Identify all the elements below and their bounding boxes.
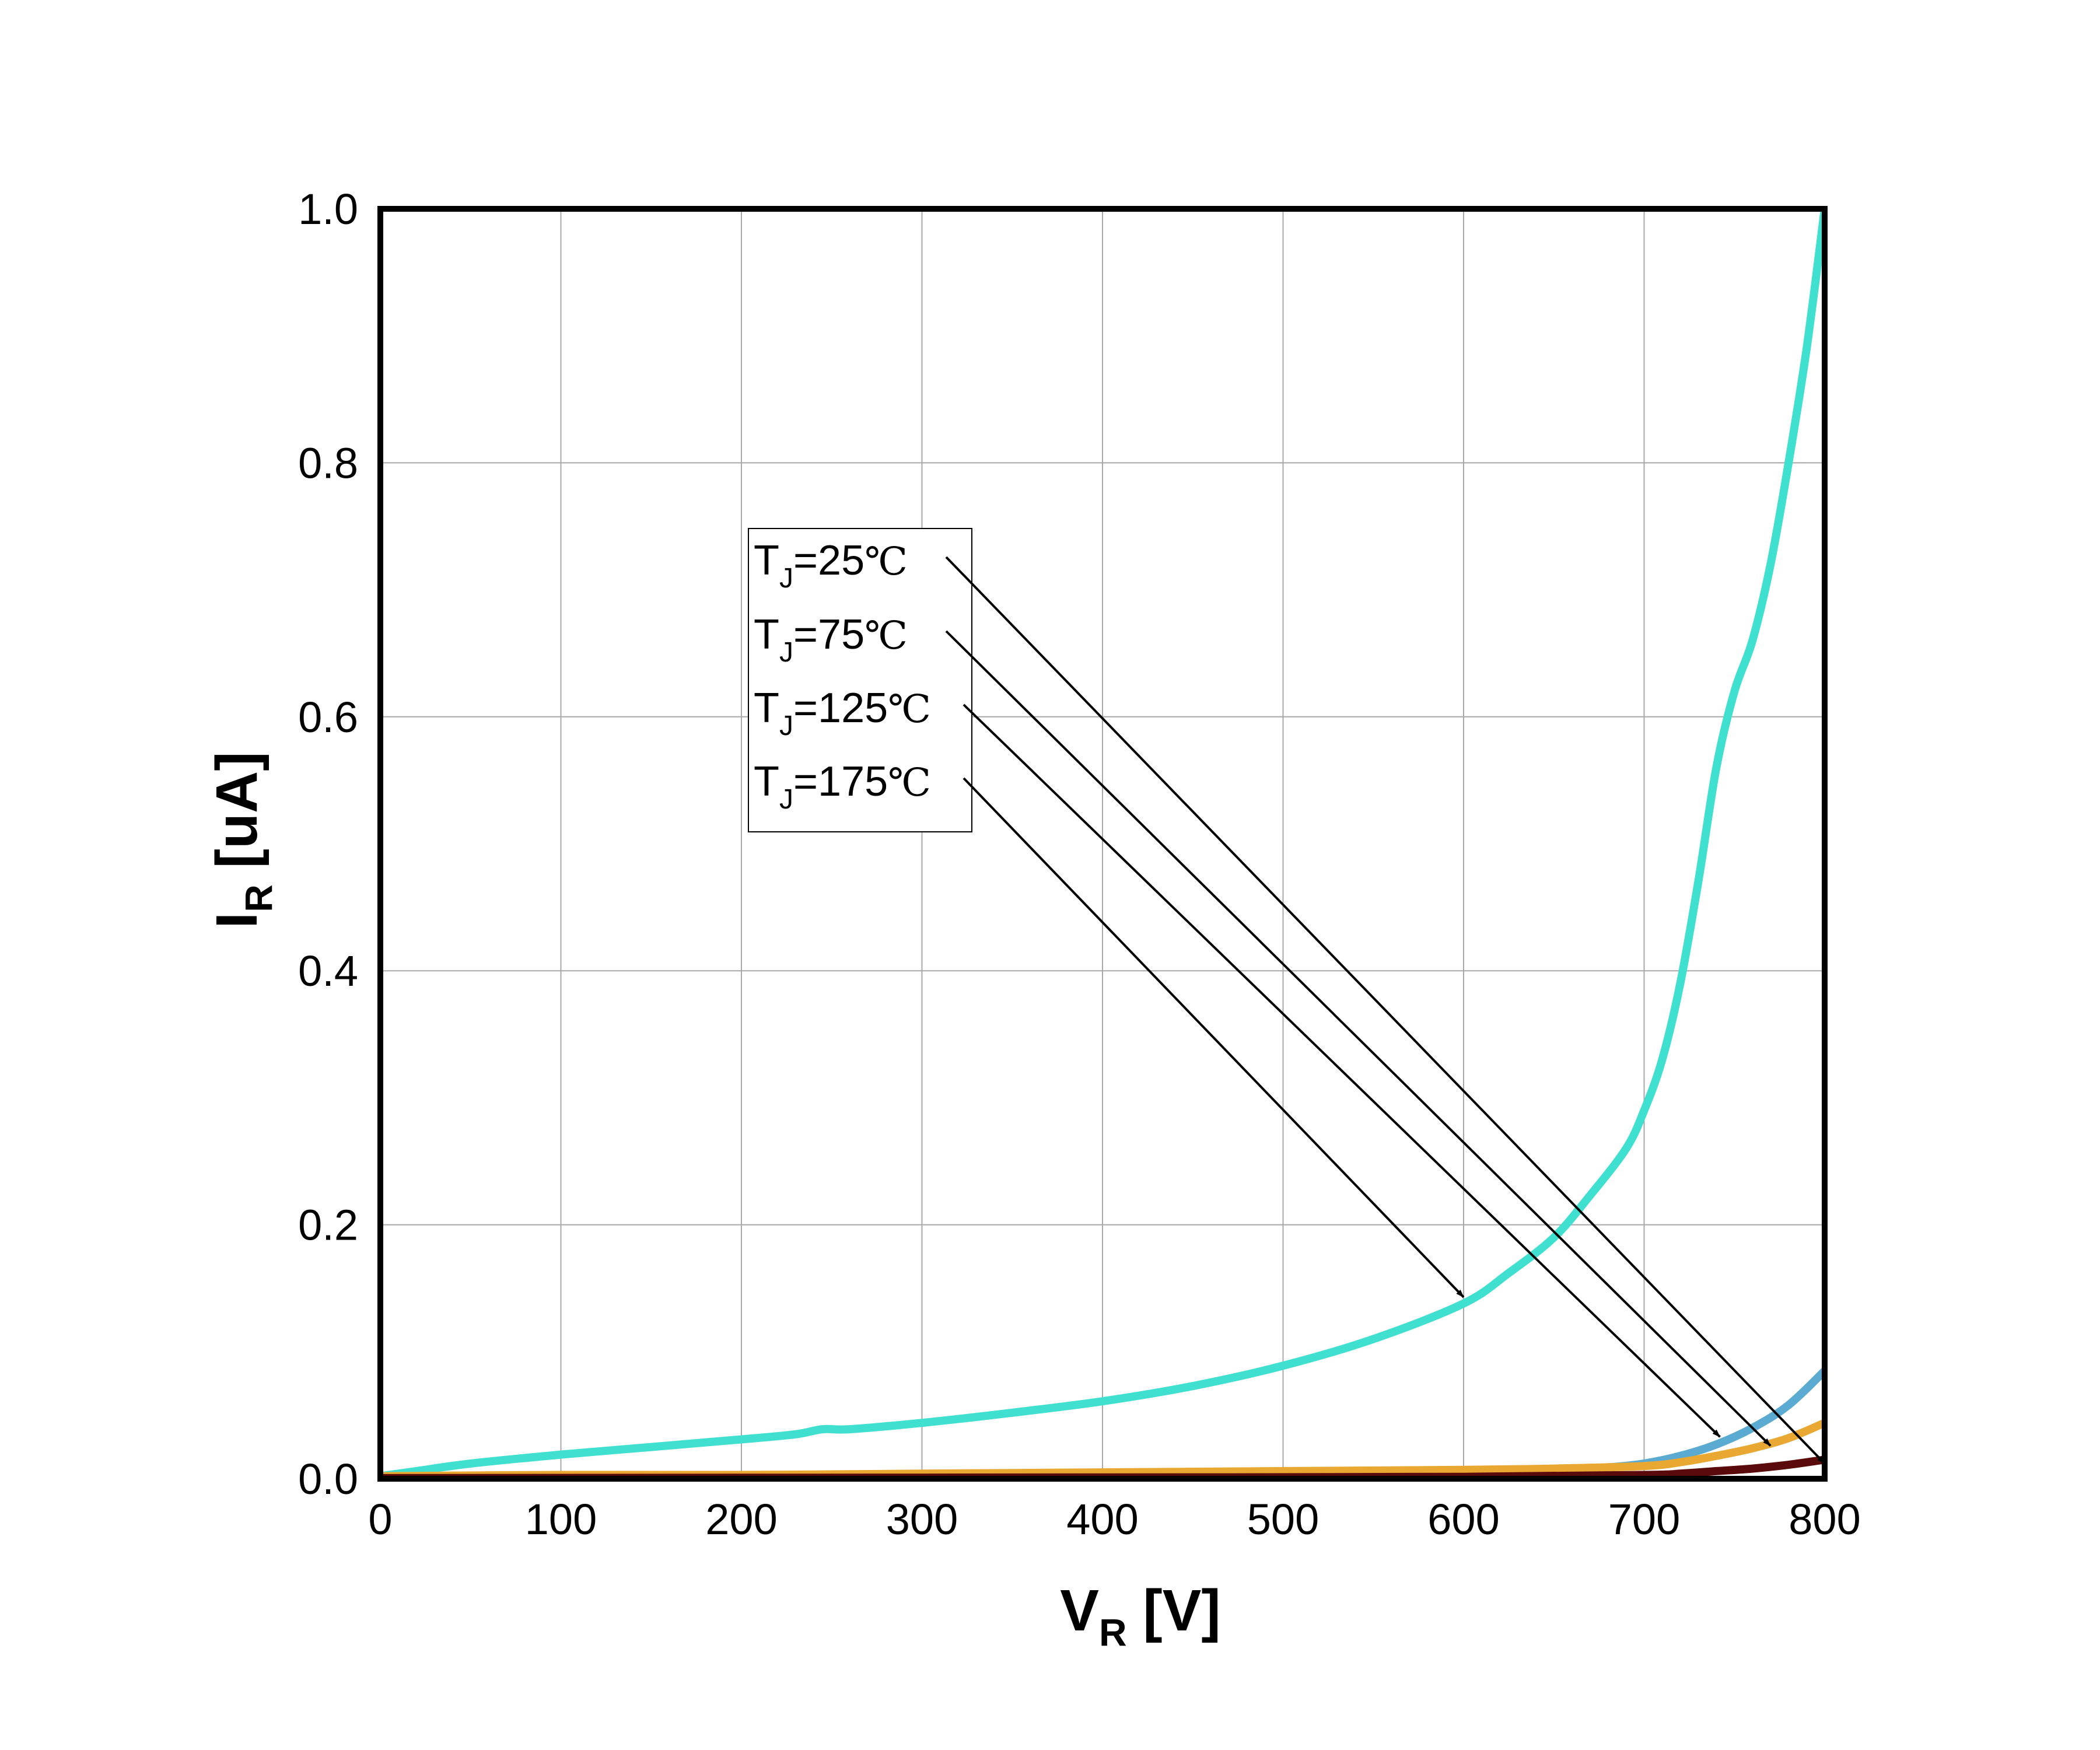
plot-frame — [377, 206, 1828, 1482]
annotation-label-3: TJ=175℃ — [754, 758, 931, 815]
x-tick-label: 500 — [1247, 1495, 1319, 1544]
y-axis-title-main: I — [204, 912, 270, 929]
y-axis-title-sub: R — [237, 884, 280, 912]
annotation-arrow-0 — [945, 556, 1826, 1465]
x-tick-labels: 0 100 200 300 400 500 600 700 800 — [368, 1495, 1860, 1544]
annotation-label-2: TJ=125℃ — [754, 685, 931, 741]
annotation-unit: ℃ — [888, 760, 931, 805]
y-axis-title-unit: [uA] — [204, 751, 270, 884]
annotation-arrow-1 — [945, 630, 1772, 1447]
y-tick-label: 0.8 — [298, 439, 358, 487]
x-axis-title-main: V — [1060, 1578, 1099, 1643]
x-tick-label: 400 — [1066, 1495, 1138, 1544]
annotation-unit: ℃ — [864, 613, 908, 658]
x-axis-title: VR [V] — [1060, 1578, 1220, 1654]
annotation-sub: J — [779, 563, 793, 594]
y-tick-label: 0.6 — [298, 693, 358, 741]
annotations: TJ=25℃TJ=75℃TJ=125℃TJ=175℃ — [748, 528, 1826, 1465]
y-tick-labels: 0.0 0.2 0.4 0.6 0.8 1.0 — [298, 185, 358, 1503]
y-axis-title: IR [uA] — [204, 751, 280, 928]
x-tick-label: 200 — [705, 1495, 777, 1544]
series-line-0 — [380, 209, 1825, 1479]
x-tick-label: 0 — [368, 1495, 392, 1544]
annotation-rest: =175 — [793, 758, 888, 805]
annotation-main: T — [754, 685, 779, 732]
x-axis-title-unit: [V] — [1127, 1578, 1221, 1643]
x-tick-label: 700 — [1608, 1495, 1680, 1544]
annotation-rest: =125 — [793, 685, 888, 732]
annotation-arrow-2 — [963, 704, 1721, 1438]
annotation-main: T — [754, 611, 779, 658]
x-tick-label: 100 — [525, 1495, 597, 1544]
x-tick-label: 300 — [886, 1495, 958, 1544]
annotation-sub: J — [779, 710, 793, 741]
annotation-sub: J — [779, 784, 793, 815]
y-tick-label: 1.0 — [298, 185, 358, 233]
annotation-main: T — [754, 537, 779, 584]
y-tick-label: 0.2 — [298, 1201, 358, 1250]
annotation-label-1: TJ=75℃ — [754, 611, 908, 668]
x-tick-label: 600 — [1427, 1495, 1499, 1544]
annotation-main: T — [754, 758, 779, 805]
annotation-unit: ℃ — [888, 687, 931, 732]
annotation-arrow-3 — [963, 777, 1465, 1298]
x-tick-label: 800 — [1788, 1495, 1860, 1544]
annotation-unit: ℃ — [864, 539, 908, 584]
annotation-rest: =25 — [793, 537, 864, 584]
legend-box — [748, 528, 972, 832]
y-tick-label: 0.4 — [298, 947, 358, 995]
annotation-rest: =75 — [793, 611, 864, 658]
x-axis-title-sub: R — [1099, 1611, 1127, 1654]
annotation-label-0: TJ=25℃ — [754, 537, 908, 594]
annotation-sub: J — [779, 637, 793, 668]
grid — [380, 208, 1825, 1479]
y-tick-label: 0.0 — [298, 1455, 358, 1503]
